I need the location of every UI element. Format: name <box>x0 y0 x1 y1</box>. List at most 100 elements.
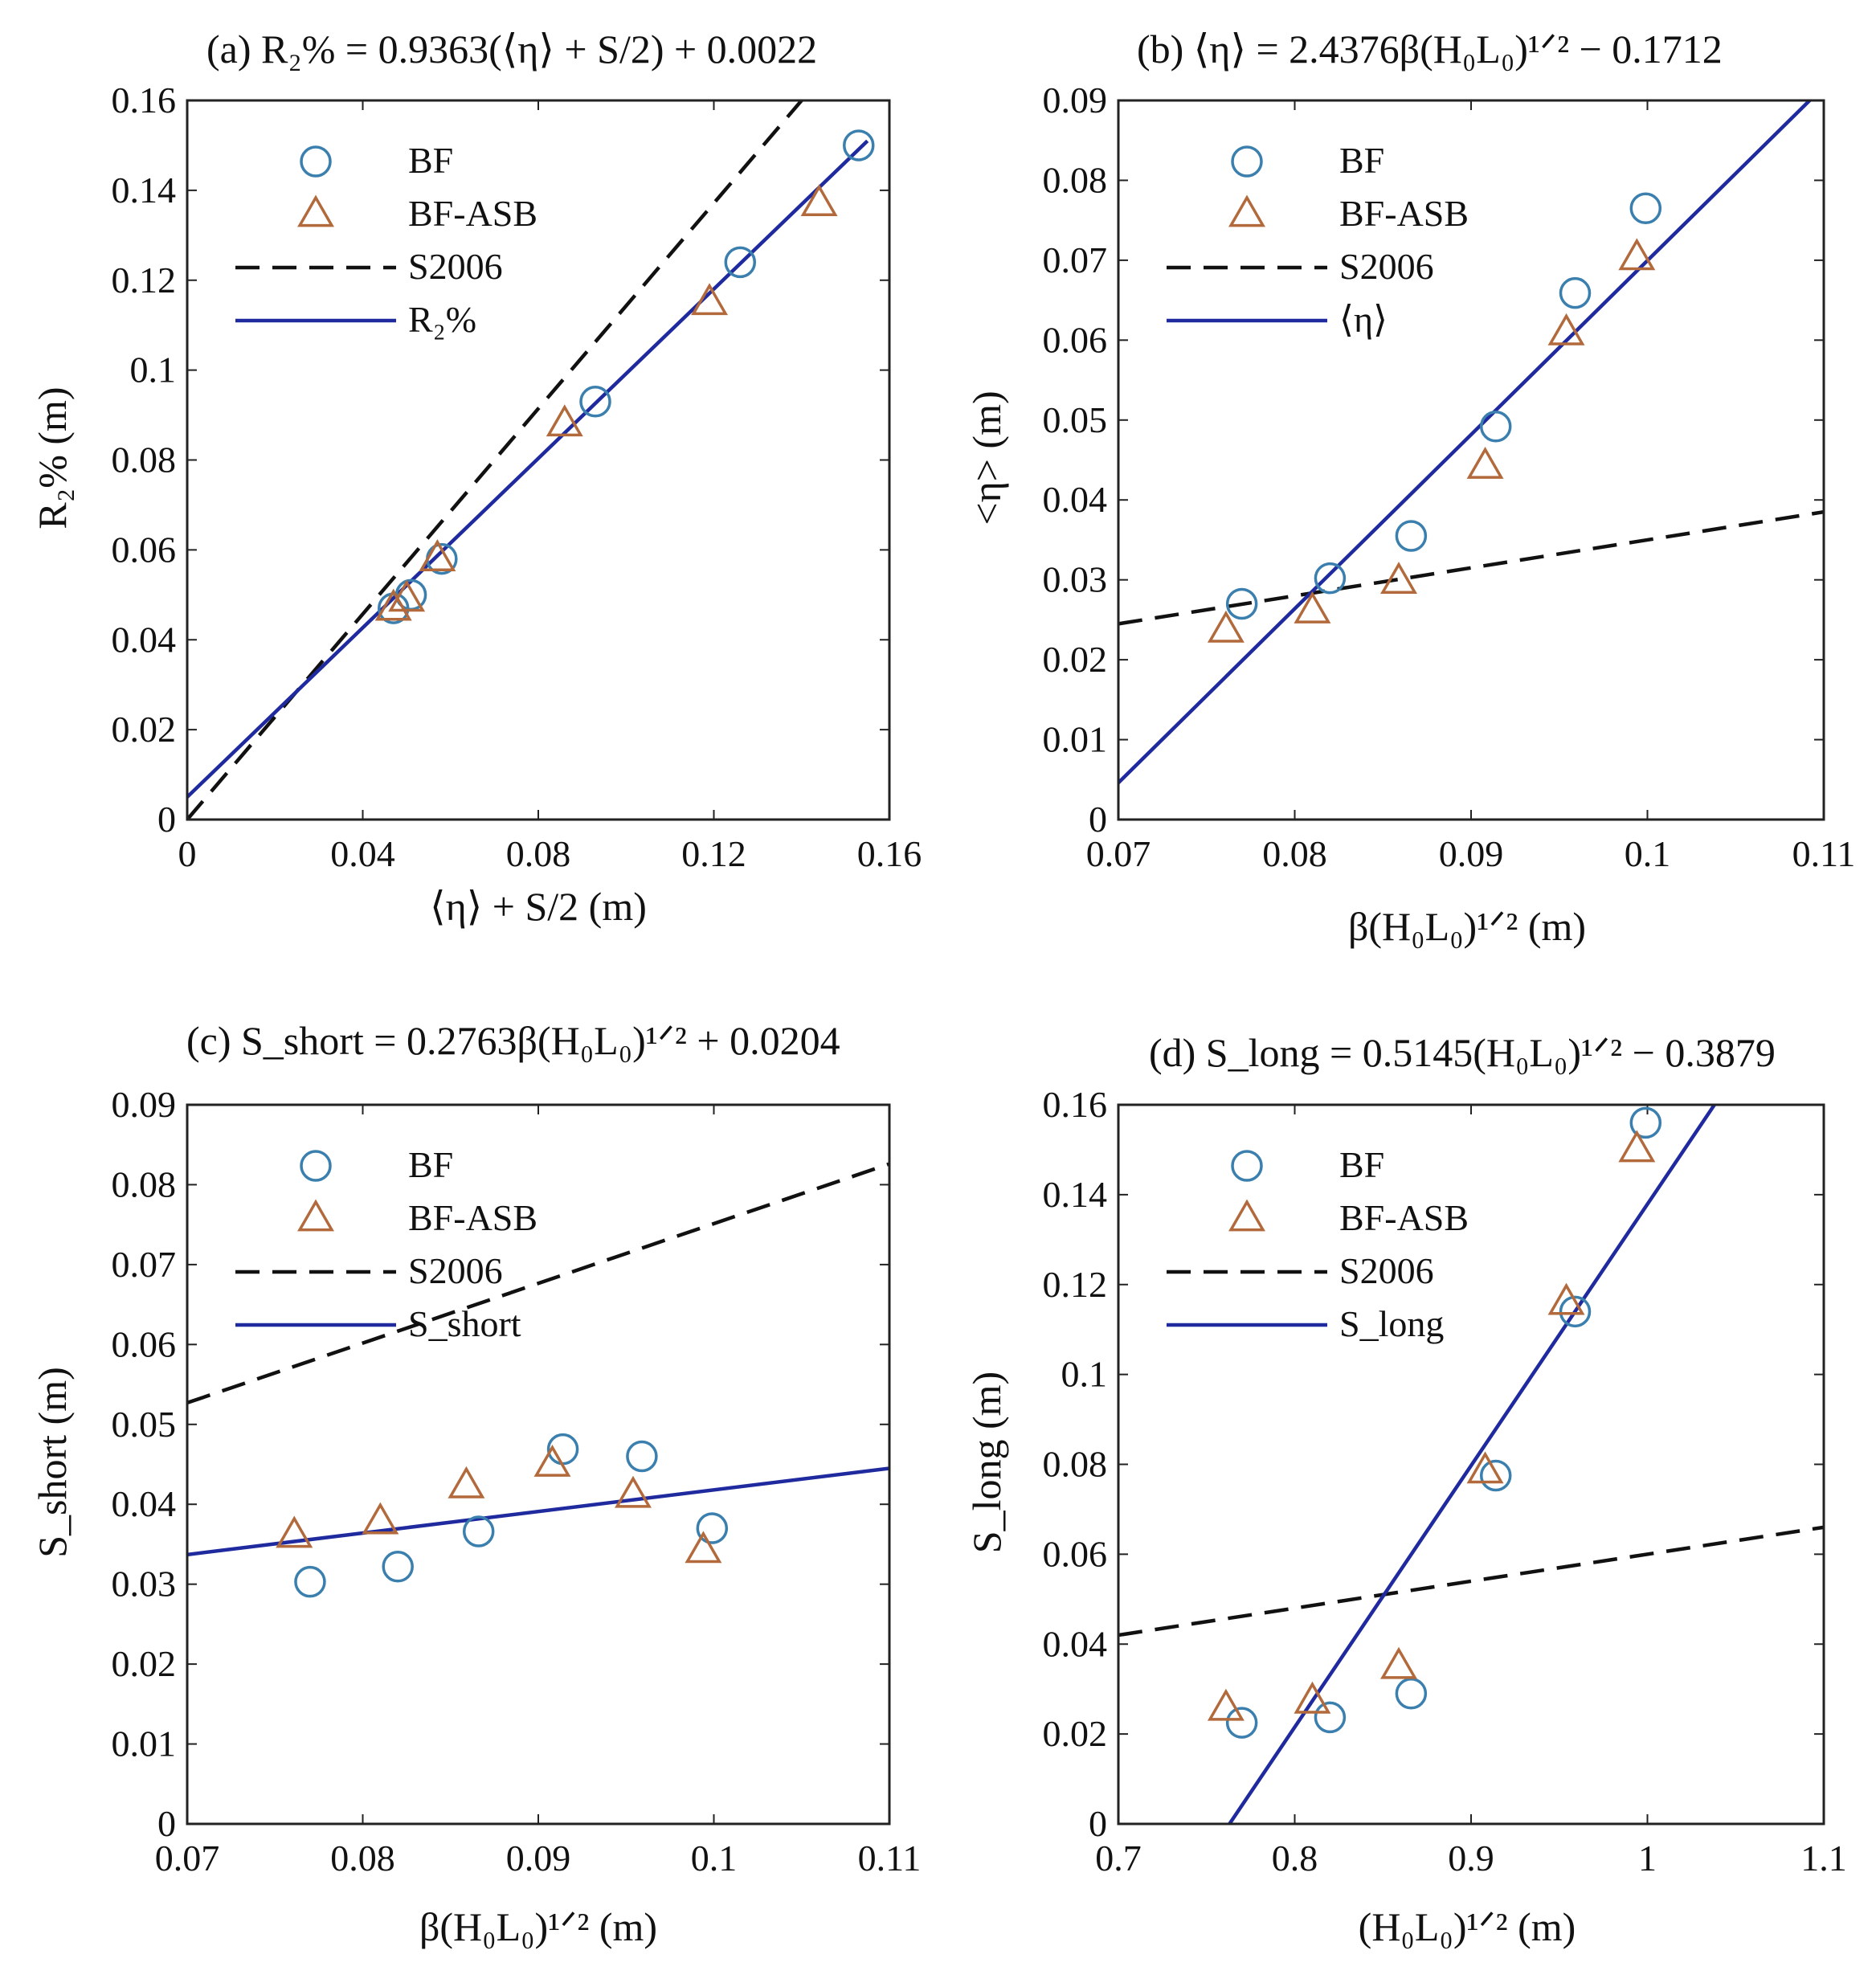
y-tick-label: 0.02 <box>112 709 177 750</box>
y-tick-label: 0.16 <box>112 80 177 121</box>
x-tick-label: 0.8 <box>1272 1838 1318 1879</box>
x-tick-label: 0.07 <box>1086 833 1151 874</box>
bf-asb-point <box>362 1502 399 1535</box>
legend-label: S_short <box>408 1303 521 1344</box>
panel-b-title: (b) ⟨η⟩ = 2.4376β(H₀L₀)¹ᐟ² − 0.1712 <box>1137 27 1723 72</box>
y-tick-label: 0.05 <box>1043 399 1108 440</box>
panel-c-xlabel: β(H₀L₀)¹ᐟ² (m) <box>419 1904 657 1949</box>
legend-label: BF-ASB <box>408 1197 537 1238</box>
panel-a-title: (a) R₂% = 0.9363(⟨η⟩ + S/2) + 0.0022 <box>206 27 817 72</box>
y-tick-label: 0.09 <box>112 1084 177 1125</box>
bf-point <box>1629 1106 1662 1139</box>
panel-d: 0.7 0.8 0.9 1 1.1 0 0.02 0.04 0.06 0.08 0.1 0.12 0.1… <box>1043 1084 1847 1879</box>
panel-b: 0.07 0.08 0.09 0.1 0.11 0 0.01 0.02 0.03 0.04 0.05… <box>1043 80 1856 874</box>
x-tick-label: 0.11 <box>1792 833 1856 874</box>
bf-asb-point <box>1618 1130 1656 1163</box>
legend-bf-marker <box>300 145 332 178</box>
bf-asb-point <box>276 1515 313 1548</box>
bf-asb-point <box>374 588 412 621</box>
y-tick-label: 0.16 <box>1043 1084 1108 1125</box>
bf-asb-point <box>533 1444 571 1477</box>
bf-point <box>626 1440 658 1473</box>
bf-point <box>724 246 757 279</box>
legend-bf-asb-marker <box>1228 1199 1265 1232</box>
legend-label: ⟨η⟩ <box>1339 299 1388 340</box>
y-tick-label: 0.05 <box>112 1404 177 1445</box>
bf-point <box>843 129 875 161</box>
panel-a: 0 0.04 0.08 0.12 0.16 0 0.02 0.04 0.06 0.08 0.1 0.1… <box>112 80 922 874</box>
plot-frame <box>1117 99 1825 821</box>
panel-c-title: (c) S_short = 0.2763β(H₀L₀)¹ᐟ² + 0.0204 <box>186 1018 840 1063</box>
bf-point <box>1559 1295 1592 1328</box>
bf-asb-point <box>1547 1282 1585 1315</box>
legend-label: R₂% <box>408 299 476 340</box>
plot-frame <box>186 1103 891 1826</box>
y-tick-label: 0.1 <box>130 350 177 390</box>
y-tick-label: 0.08 <box>1043 159 1108 200</box>
x-tick-label: 1 <box>1638 1838 1657 1879</box>
x-tick-label: 0.09 <box>1439 833 1504 874</box>
bf-asb-point <box>448 1466 485 1498</box>
legend-bf-asb-marker <box>1228 194 1265 227</box>
legend-label: BF <box>1339 140 1384 181</box>
bf-point <box>1629 192 1662 224</box>
panel-b-ylabel: <η> (m) <box>964 390 1009 525</box>
y-tick-label: 0.06 <box>1043 319 1108 360</box>
panel-b-xlabel: β(H₀L₀)¹ᐟ² (m) <box>1348 904 1586 949</box>
y-tick-label: 0.04 <box>112 619 177 660</box>
fit-line <box>187 1466 889 1557</box>
y-tick-label: 0 <box>157 799 176 840</box>
legend-label: BF <box>408 1144 453 1185</box>
fit-line <box>1118 100 1812 784</box>
y-tick-label: 0.12 <box>1043 1264 1108 1305</box>
bf-asb-point <box>1380 1646 1417 1679</box>
panel-a-ylabel: R₂% (m) <box>30 386 75 529</box>
y-tick-label: 0.02 <box>1043 639 1108 680</box>
plot-frame <box>186 99 891 821</box>
bf-point <box>462 1515 495 1547</box>
bf-asb-point <box>1547 313 1585 345</box>
legend-bf-marker <box>300 1150 332 1182</box>
y-tick-label: 0.01 <box>1043 719 1108 760</box>
legend-label: BF <box>408 140 453 181</box>
bf-point <box>1314 562 1347 595</box>
bf-point <box>579 386 611 418</box>
bf-asb-point <box>1294 591 1331 623</box>
legend-label: S2006 <box>1339 1250 1434 1291</box>
legend-label: BF-ASB <box>408 193 537 234</box>
bf-asb-point <box>800 184 838 217</box>
bf-point <box>1479 1459 1512 1492</box>
y-tick-label: 0.06 <box>112 529 177 570</box>
bf-asb-point <box>615 1475 652 1508</box>
legend-label: S_long <box>1339 1303 1444 1344</box>
bf-asb-point <box>1294 1681 1331 1714</box>
s2006-line <box>1118 509 1824 626</box>
legend-label: S2006 <box>408 246 503 287</box>
y-tick-label: 0.04 <box>112 1483 177 1524</box>
y-tick-label: 0.04 <box>1043 479 1108 520</box>
x-tick-label: 0.11 <box>858 1838 922 1879</box>
x-tick-label: 0.7 <box>1095 1838 1142 1879</box>
legend-bf-marker <box>1231 145 1263 178</box>
y-tick-label: 0.01 <box>112 1723 177 1764</box>
s2006-line <box>187 1162 889 1405</box>
bf-asb-point <box>1466 446 1504 479</box>
y-tick-label: 0.08 <box>112 440 177 480</box>
y-tick-label: 0.02 <box>112 1643 177 1684</box>
bf-point <box>1225 1707 1258 1739</box>
y-tick-label: 0.09 <box>1043 80 1108 121</box>
y-tick-label: 0.03 <box>1043 559 1108 600</box>
bf-asb-point <box>419 539 456 571</box>
x-tick-label: 0.04 <box>330 833 395 874</box>
x-tick-label: 0.08 <box>1262 833 1327 874</box>
panel-d-xlabel: (H₀L₀)¹ᐟ² (m) <box>1359 1904 1576 1949</box>
y-tick-label: 0.03 <box>112 1564 177 1605</box>
bf-asb-point <box>388 579 426 612</box>
x-tick-label: 0 <box>178 833 197 874</box>
legend-bf-asb-marker <box>297 194 334 227</box>
legend-label: BF <box>1339 1144 1384 1185</box>
y-tick-label: 0.04 <box>1043 1623 1108 1664</box>
y-tick-label: 0.1 <box>1061 1354 1108 1395</box>
y-tick-label: 0.06 <box>1043 1533 1108 1574</box>
